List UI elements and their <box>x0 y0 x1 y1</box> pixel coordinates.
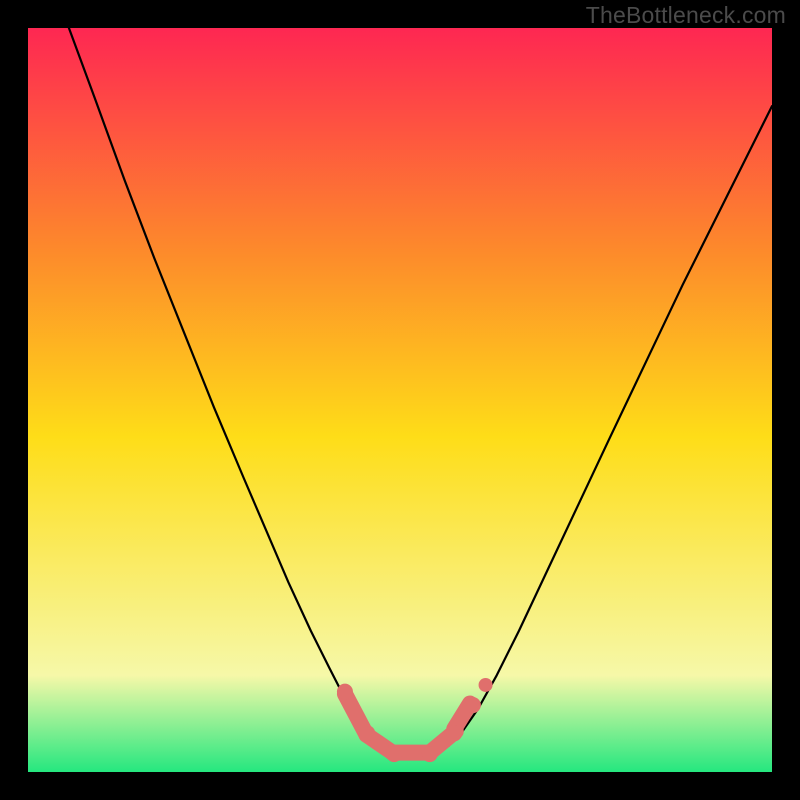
curve-layer <box>0 0 800 800</box>
chart-frame: TheBottleneck.com <box>0 0 800 800</box>
watermark-text: TheBottleneck.com <box>586 2 786 29</box>
